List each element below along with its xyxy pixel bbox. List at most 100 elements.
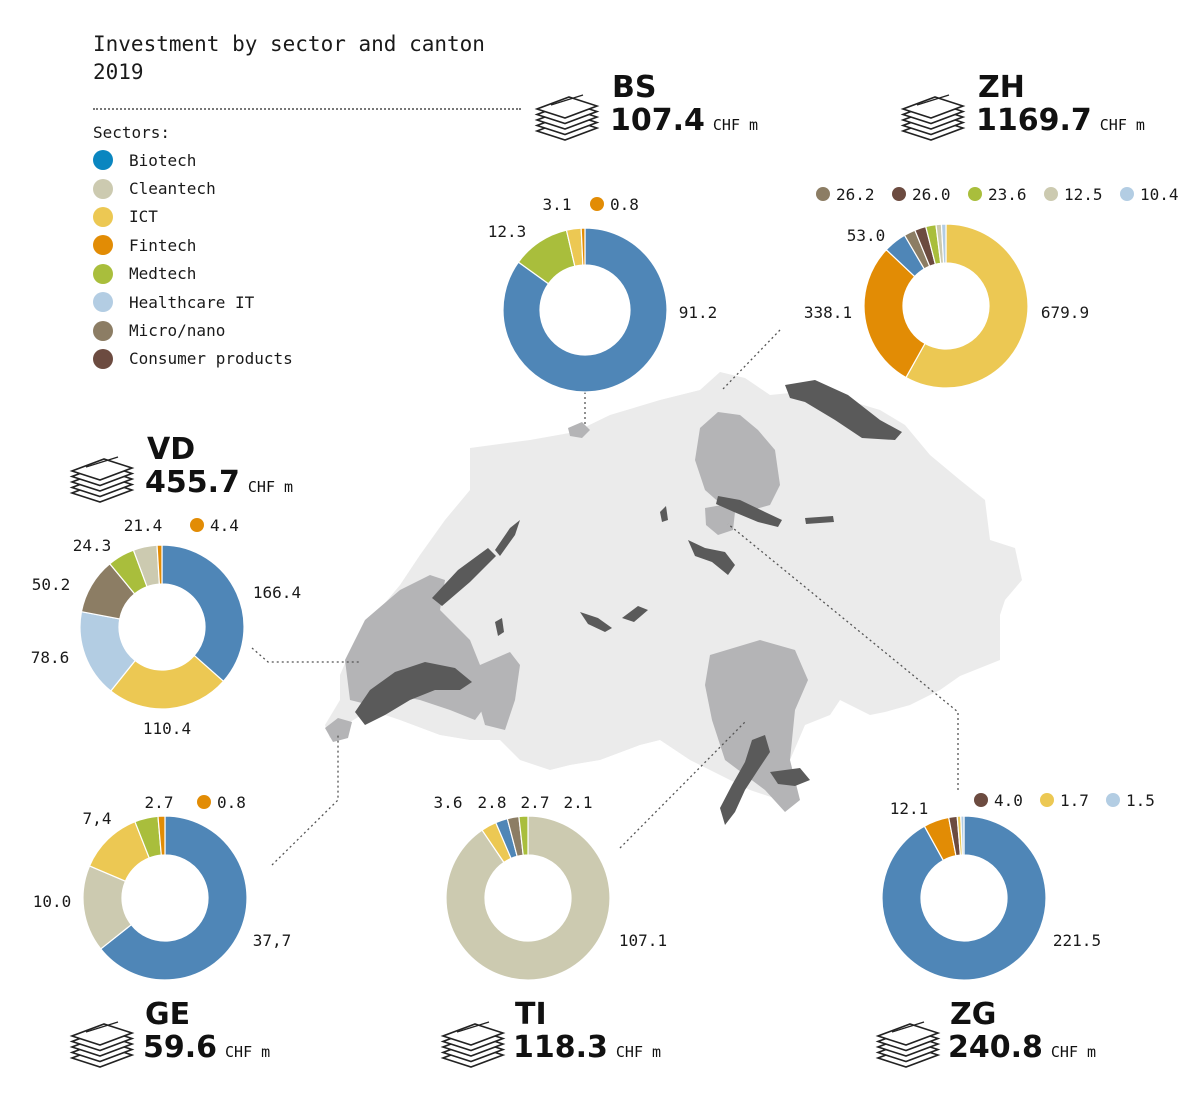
legend-swatch [93, 206, 113, 227]
canton-basel-region [568, 422, 590, 438]
canton-ticino-region [705, 640, 808, 812]
lake-neuchatel [432, 548, 496, 606]
lake-brienz [622, 606, 648, 622]
slice-marker-dot [1040, 793, 1054, 807]
money-stack-icon [69, 1021, 135, 1068]
slice-healthcareit [960, 815, 965, 856]
slice-label: 23.6 [988, 185, 1027, 204]
money-stack-icon [69, 456, 135, 503]
legend-label: ICT [129, 207, 158, 227]
slice-label: 3.6 [434, 793, 463, 812]
canton-unit: CHF m [616, 1043, 661, 1061]
leader-line-ge [271, 735, 339, 866]
legend-swatch [93, 178, 113, 199]
slice-label: 0.8 [610, 195, 639, 214]
canton-zurich-region [695, 412, 780, 512]
lake-constance [785, 380, 902, 440]
lake-lucerne [688, 540, 735, 575]
lake-walensee [805, 516, 834, 524]
slice-biotech [881, 815, 1047, 981]
canton-total: 118.3 [513, 1030, 608, 1065]
lake-murten [495, 618, 504, 636]
canton-unit: CHF m [1100, 116, 1145, 134]
legend-item-fintech: Fintech [93, 231, 293, 259]
legend-swatch [93, 150, 113, 171]
slice-label: 21.4 [124, 516, 163, 535]
bill-layer [534, 96, 600, 119]
canton-geneva-region [325, 718, 352, 742]
slice-marker-dot [197, 795, 211, 809]
slice-ict [905, 223, 1029, 389]
sector-legend: Sectors: Biotech Cleantech ICT Fintech Medte… [93, 120, 293, 373]
legend-swatch [93, 348, 113, 369]
bill-band [550, 94, 584, 106]
canton-total: 240.8 [948, 1030, 1043, 1065]
slice-label: 91.2 [679, 303, 718, 322]
slice-biotech [99, 815, 248, 981]
canton-code: BS [612, 70, 656, 105]
legend-item-ict: ICT [93, 203, 293, 231]
lake-maggiore [720, 735, 770, 825]
canton-unit: CHF m [248, 478, 293, 496]
slice-label: 3.1 [543, 195, 572, 214]
legend-label: Consumer products [129, 349, 293, 369]
canton-unit: CHF m [1051, 1043, 1096, 1061]
slice-label: 107.1 [619, 931, 667, 950]
slice-label: 24.3 [73, 536, 112, 555]
legend-item-healthcareit: Healthcare IT [93, 288, 293, 316]
canton-total: 107.4 [610, 103, 705, 138]
money-stack-icon [534, 94, 600, 141]
legend-label: Healthcare IT [129, 292, 255, 312]
slice-label: 221.5 [1053, 931, 1101, 950]
slice-label: 12.1 [890, 799, 929, 818]
bill-layer [69, 1023, 135, 1046]
slice-label: 1.7 [1060, 791, 1089, 810]
slice-label: 2.7 [521, 793, 550, 812]
bill-band [85, 456, 119, 468]
slice-label: 166.4 [253, 583, 301, 602]
legend-swatch [93, 263, 113, 284]
bill-layer [440, 1023, 506, 1046]
bill-layer [69, 458, 135, 481]
lake-thun [580, 612, 612, 632]
slice-label: 2.8 [478, 793, 507, 812]
slice-marker-dot [816, 187, 830, 201]
slice-label: 12.5 [1064, 185, 1103, 204]
legend-items: Biotech Cleantech ICT Fintech Medtech Healthc… [93, 146, 293, 373]
lake-geneva [355, 662, 472, 725]
slice-marker-dot [1106, 793, 1120, 807]
money-stack-icon [900, 94, 966, 141]
leader-lines [251, 329, 959, 866]
slice-label: 50.2 [32, 575, 71, 594]
slice-fintech [157, 815, 166, 856]
slice-label: 679.9 [1041, 303, 1089, 322]
slice-biotech [502, 227, 668, 393]
canton-code: VD [147, 432, 195, 467]
canton-unit: CHF m [713, 116, 758, 134]
legend-label: Medtech [129, 264, 197, 284]
slice-marker-dot [974, 793, 988, 807]
slice-cleantech [445, 815, 611, 981]
slice-label: 0.8 [217, 793, 246, 812]
slice-fintech [863, 248, 926, 379]
legend-label: Fintech [129, 235, 197, 255]
legend-item-micronano: Micro/nano [93, 316, 293, 344]
chart-title-line: Investment by sector and canton [93, 32, 485, 56]
slice-label: 37,7 [253, 931, 292, 950]
slice-label: 2.7 [145, 793, 174, 812]
slice-label: 12.3 [488, 222, 527, 241]
slice-label: 4.4 [210, 516, 239, 535]
legend-item-medtech: Medtech [93, 260, 293, 288]
bill-band [891, 1021, 925, 1033]
legend-label: Micro/nano [129, 321, 226, 341]
slice-label: 78.6 [31, 648, 70, 667]
donut-zh: 679.9 338.1 53.0 26.2 26.0 23.6 12.5 10.4 ZH1169… [804, 70, 1179, 389]
legend-swatch [93, 320, 113, 341]
